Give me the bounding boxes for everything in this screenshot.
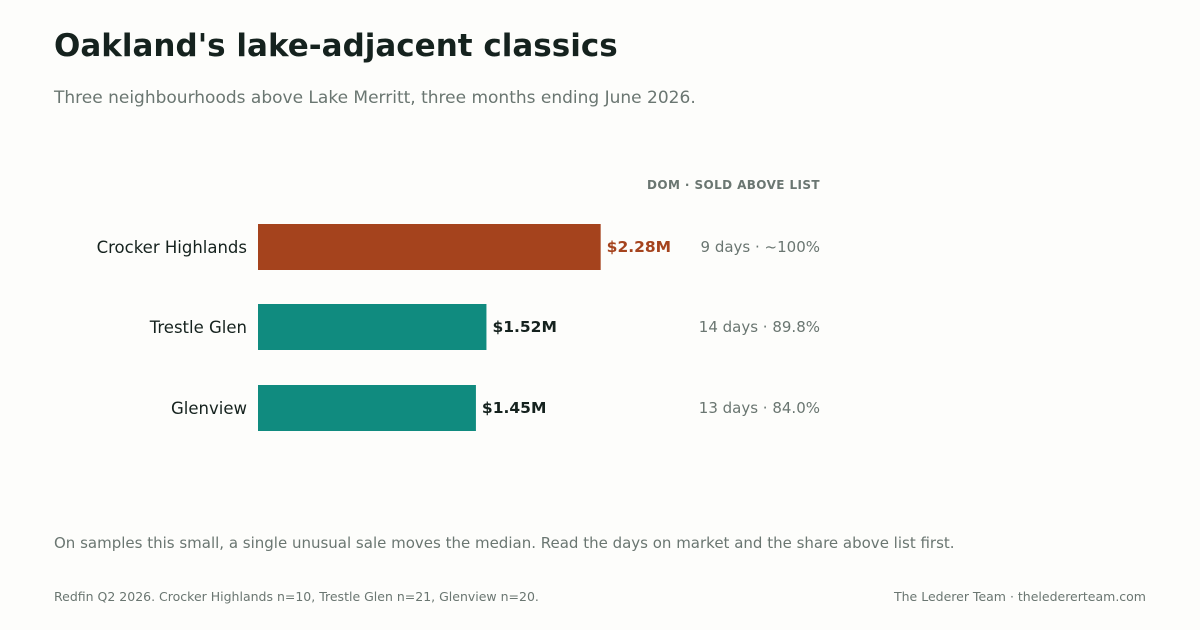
category-label: Trestle Glen xyxy=(149,318,247,337)
bar xyxy=(258,304,487,350)
chart-note: On samples this small, a single unusual … xyxy=(54,534,955,552)
category-label: Glenview xyxy=(171,399,247,418)
stats-label: 9 days · ~100% xyxy=(701,238,820,256)
stats-header: DOM · SOLD ABOVE LIST xyxy=(647,178,820,192)
value-label: $2.28M xyxy=(607,238,671,256)
bar xyxy=(258,385,476,431)
bar xyxy=(258,224,601,270)
source-note: Redfin Q2 2026. Crocker Highlands n=10, … xyxy=(54,589,539,604)
credit-link[interactable]: The Lederer Team · theledererteam.com xyxy=(893,589,1146,604)
chart-title: Oakland's lake-adjacent classics xyxy=(54,28,618,64)
stats-label: 13 days · 84.0% xyxy=(699,399,820,417)
bar-chart: DOM · SOLD ABOVE LIST Crocker Highlands $… xyxy=(97,178,820,431)
bars-layer: Crocker Highlands $2.28M 9 days · ~100% Tre… xyxy=(97,224,820,431)
value-label: $1.45M xyxy=(482,399,546,417)
category-label: Crocker Highlands xyxy=(97,238,247,257)
chart-subtitle: Three neighbourhoods above Lake Merritt,… xyxy=(54,88,696,108)
value-label: $1.52M xyxy=(492,318,556,336)
stats-label: 14 days · 89.8% xyxy=(699,318,820,336)
